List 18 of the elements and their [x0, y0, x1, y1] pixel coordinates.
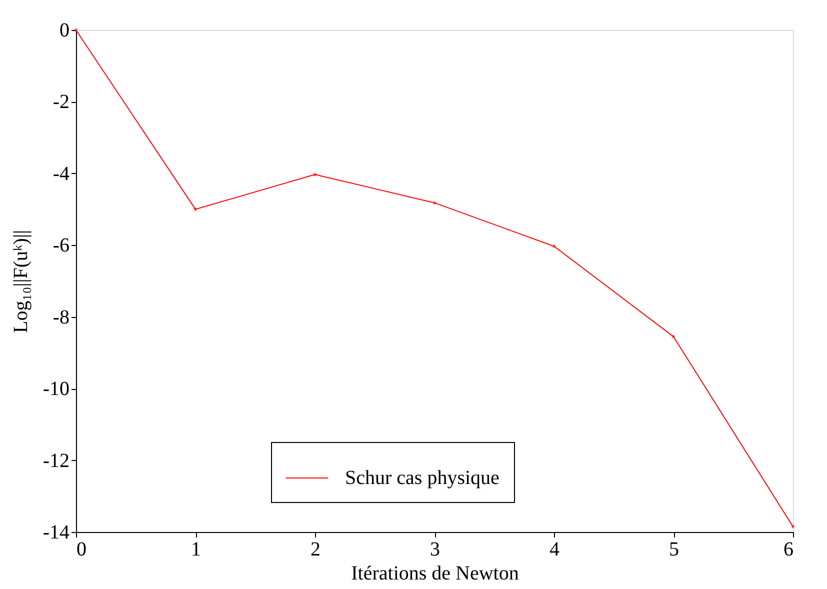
y-tick-label: -14 [42, 522, 70, 544]
legend-label: Schur cas physique [345, 467, 500, 489]
x-tick-label: 5 [669, 538, 679, 560]
y-tick-label: -12 [42, 450, 70, 472]
x-tick-label: 0 [76, 538, 86, 560]
x-tick-label: 4 [550, 538, 560, 560]
y-tick-label: -8 [52, 306, 70, 328]
x-tick-label: 1 [191, 538, 201, 560]
x-tick-label: 6 [784, 538, 794, 560]
y-tick-label: -6 [52, 234, 70, 257]
x-axis-title: Itérations de Newton [351, 562, 519, 584]
y-tick-label: -4 [52, 162, 70, 185]
y-tick-label: 0 [60, 20, 70, 42]
x-tick-label: 3 [430, 538, 440, 560]
y-tick-label: -2 [52, 91, 70, 114]
y-axis-title: Log₁₀||F(uᵏ)|| [10, 230, 32, 333]
y-tick-label: -10 [42, 378, 70, 400]
x-tick-label: 2 [310, 538, 320, 560]
